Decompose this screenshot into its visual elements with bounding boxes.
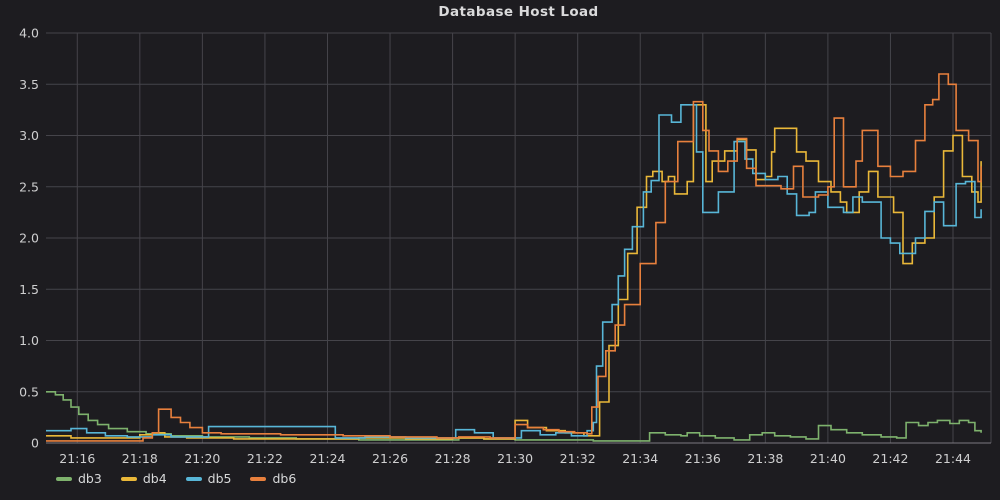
legend-label-db4: db4 [142, 471, 167, 486]
legend-item-db4[interactable]: db4 [120, 471, 167, 486]
svg-text:2.5: 2.5 [19, 179, 39, 194]
svg-text:1.0: 1.0 [19, 333, 39, 348]
svg-text:21:22: 21:22 [247, 451, 283, 466]
svg-text:21:18: 21:18 [122, 451, 158, 466]
svg-text:21:42: 21:42 [872, 451, 908, 466]
legend-label-db3: db3 [78, 471, 102, 486]
chart-title: Database Host Load [438, 4, 599, 20]
svg-text:2.0: 2.0 [19, 231, 39, 246]
svg-text:3.5: 3.5 [19, 77, 39, 92]
legend-swatch-db6 [250, 477, 267, 482]
svg-text:21:24: 21:24 [309, 451, 345, 466]
svg-text:21:44: 21:44 [935, 451, 971, 466]
legend-swatch-db3 [56, 477, 72, 482]
svg-text:21:26: 21:26 [372, 451, 408, 466]
x-axis-labels: 21:16 21:18 21:20 21:22 21:24 21:26 21:28 21:30… [59, 451, 971, 466]
svg-text:21:30: 21:30 [497, 451, 533, 466]
series-db5 [46, 104, 982, 439]
legend-label-db6: db6 [272, 471, 297, 486]
svg-text:21:28: 21:28 [435, 451, 471, 466]
svg-text:4.0: 4.0 [19, 26, 39, 41]
grid [46, 32, 992, 443]
svg-text:21:38: 21:38 [747, 451, 783, 466]
svg-text:0: 0 [31, 436, 39, 451]
svg-text:0.5: 0.5 [19, 384, 39, 399]
legend: db3 db4 db5 db6 [56, 471, 297, 486]
legend-item-db5[interactable]: db5 [185, 471, 232, 486]
svg-text:3.0: 3.0 [19, 128, 39, 143]
series-db6 [46, 73, 982, 442]
svg-text:21:40: 21:40 [810, 451, 846, 466]
legend-item-db6[interactable]: db6 [250, 471, 297, 486]
series-db4 [46, 104, 982, 440]
legend-swatch-db5 [185, 477, 202, 482]
legend-item-db3[interactable]: db3 [56, 471, 102, 486]
y-axis-labels: 0 0.5 1.0 1.5 2.0 2.5 3.0 3.5 4.0 [19, 26, 39, 451]
svg-text:21:16: 21:16 [59, 451, 95, 466]
svg-text:21:20: 21:20 [184, 451, 220, 466]
svg-text:21:34: 21:34 [622, 451, 658, 466]
legend-swatch-db4 [120, 477, 137, 482]
legend-label-db5: db5 [207, 471, 232, 486]
svg-text:21:32: 21:32 [560, 451, 596, 466]
svg-text:21:36: 21:36 [685, 451, 721, 466]
series-db3 [46, 391, 982, 442]
svg-text:1.5: 1.5 [19, 282, 39, 297]
